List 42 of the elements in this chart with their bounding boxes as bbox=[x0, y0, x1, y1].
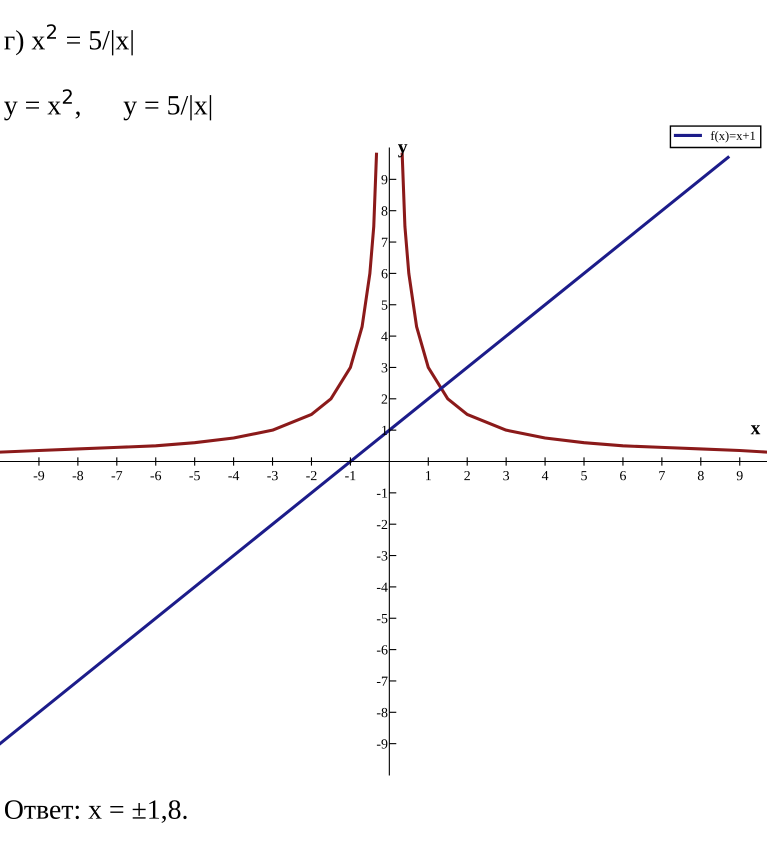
chart-subtitle: y = x$^{2}$, y = 5/|x| bbox=[4, 89, 212, 120]
x-tick-label: 2 bbox=[464, 470, 470, 480]
x-axis-title: x bbox=[750, 425, 760, 434]
y-tick-label: 2 bbox=[382, 394, 388, 404]
x-tick-label: -6 bbox=[150, 470, 162, 480]
y-tick-label: 8 bbox=[382, 206, 388, 216]
x-tick-label: 7 bbox=[659, 471, 665, 480]
y-tick-label: 9 bbox=[381, 174, 388, 184]
x-tick-label: 6 bbox=[620, 470, 626, 480]
x-tick-label: -2 bbox=[306, 470, 316, 480]
x-tick-label: -8 bbox=[72, 470, 84, 480]
x-tick-label: -3 bbox=[267, 470, 278, 480]
y-tick-label: -1 bbox=[376, 488, 388, 498]
y-tick-label: 3 bbox=[382, 363, 388, 372]
x-tick-label: 9 bbox=[736, 470, 743, 480]
x-tick-label: -7 bbox=[112, 471, 122, 480]
x-tick-label: -1 bbox=[345, 470, 356, 480]
y-tick-label: -8 bbox=[376, 708, 388, 718]
line-series bbox=[0, 152, 378, 454]
x-tick-label: -9 bbox=[34, 470, 44, 480]
y-tick-label: -5 bbox=[376, 614, 388, 624]
y-tick-label: -4 bbox=[376, 582, 388, 592]
y-tick-label: 4 bbox=[381, 332, 388, 341]
x-tick-label: 1 bbox=[426, 470, 431, 480]
x-tick-label: 8 bbox=[698, 470, 704, 480]
y-tick-label: -6 bbox=[376, 645, 388, 655]
chart-title: г) x$^{2}$ = 5/|x| bbox=[4, 24, 133, 56]
x-tick-label: -4 bbox=[228, 471, 240, 480]
x-tick-label: 4 bbox=[542, 471, 548, 480]
text: Ответ: x = ±1,8. bbox=[4, 800, 187, 823]
y-tick-label: 6 bbox=[382, 269, 388, 278]
y-tick-label: -9 bbox=[376, 739, 388, 749]
x-tick-label: 3 bbox=[503, 470, 510, 480]
x-tick-label: -5 bbox=[189, 471, 200, 480]
y-tick-label: 5 bbox=[382, 300, 388, 310]
y-tick-label: -2 bbox=[376, 520, 388, 530]
y-axis-title: y bbox=[398, 144, 408, 158]
y-tick-label: -3 bbox=[376, 551, 388, 561]
legend-label: f(x)=x+1 bbox=[710, 131, 756, 142]
y-tick-label: -7 bbox=[376, 676, 388, 686]
x-tick-label: 5 bbox=[581, 471, 587, 480]
y-tick-label: 7 bbox=[382, 238, 388, 247]
